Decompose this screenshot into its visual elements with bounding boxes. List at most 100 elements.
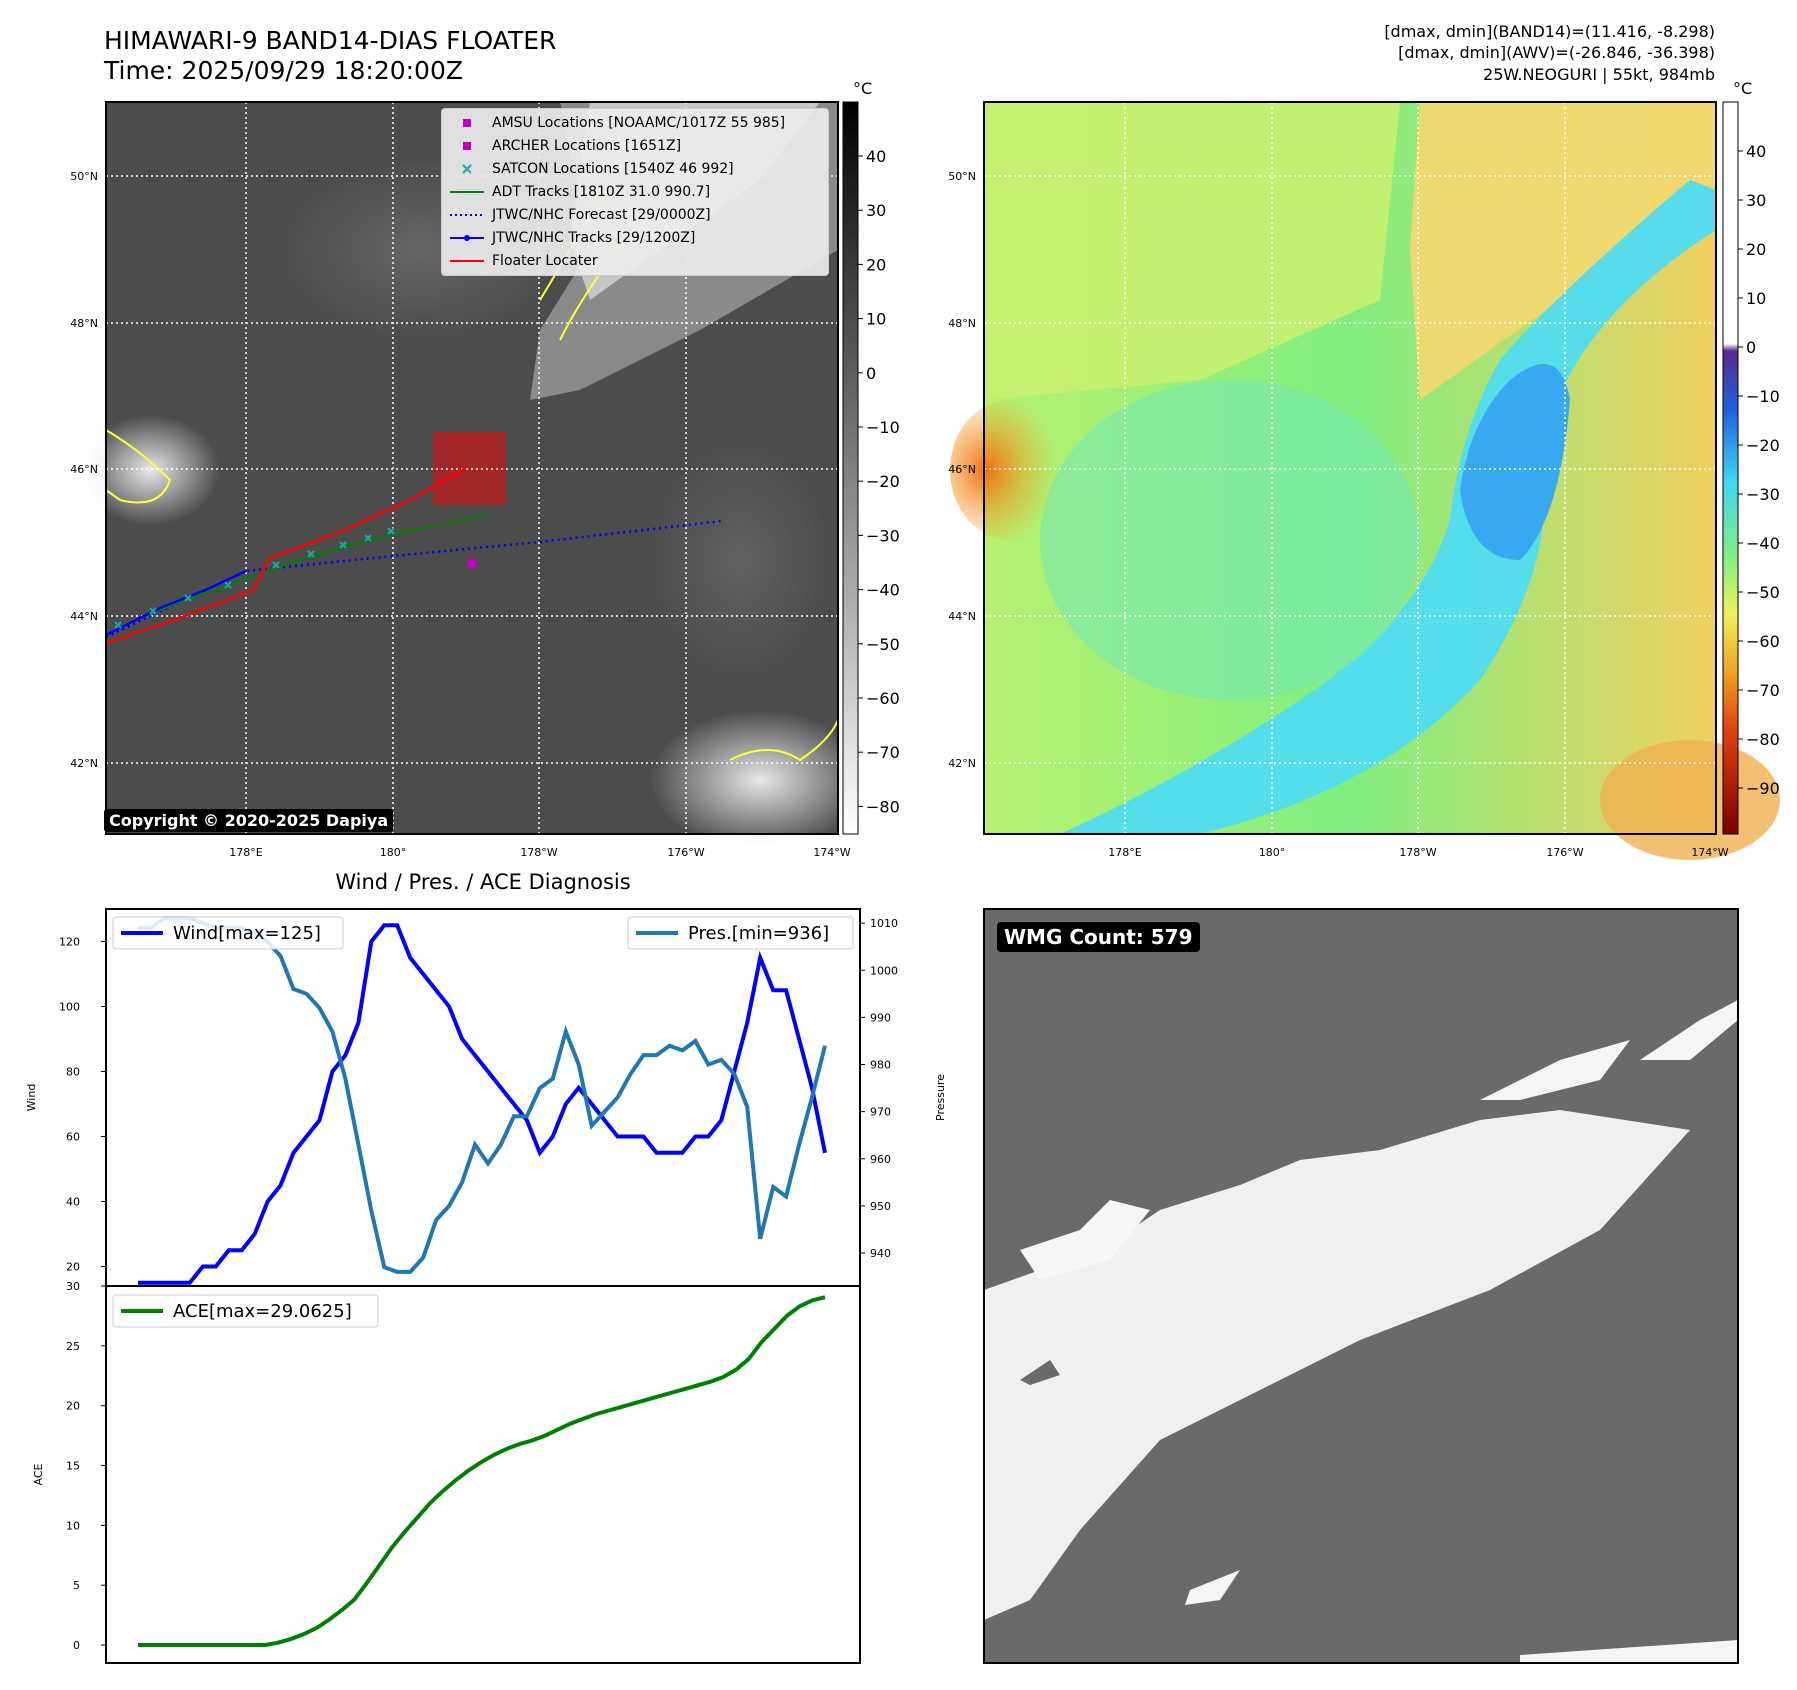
ace-axis-tick: 30: [66, 1280, 80, 1293]
ir-lat-label: 42°N: [70, 757, 98, 770]
legend-entry: AMSU Locations [NOAAMC/1017Z 55 985]: [448, 111, 822, 134]
wv-colorbar-tick: 40: [1746, 142, 1766, 161]
ir-lon-label: 174°W: [813, 846, 850, 859]
wv-colorbar-tick: −70: [1746, 681, 1780, 700]
wmg-panel: [983, 908, 1739, 1664]
pressure-axis-tick: 990: [870, 1011, 891, 1024]
ace-axis-tick: 20: [66, 1400, 80, 1413]
amsu-marker: [468, 559, 477, 568]
wind-axis-tick: 60: [66, 1131, 80, 1144]
ir-colorbar-tick: −30: [866, 526, 900, 545]
wv-gridlines: [984, 102, 1716, 834]
legend-entry: JTWC/NHC Tracks [29/1200Z]: [448, 226, 822, 249]
wind-axis-tick: 40: [66, 1196, 80, 1209]
ace-axis-label: ACE: [32, 1463, 45, 1485]
ir-lat-label: 50°N: [70, 170, 98, 183]
wind-axis-tick: 100: [59, 1001, 80, 1014]
legend-swatch: [450, 190, 484, 193]
ace-axis-tick: 25: [66, 1340, 80, 1353]
ir-colorbar-tick: −70: [866, 743, 900, 762]
ir-colorbar-tick: 30: [866, 201, 886, 220]
wv-colorbar-tick: −30: [1746, 485, 1780, 504]
ir-lon-label: 176°W: [667, 846, 704, 859]
legend-label: Floater Locater: [492, 252, 598, 269]
copyright-label: Copyright © 2020-2025 Dapiya: [104, 809, 394, 832]
wind-axis-label: Wind: [25, 1084, 38, 1112]
wv-colorbar-tick: −40: [1746, 534, 1780, 553]
wv-colorbar-tick: −80: [1746, 730, 1780, 749]
ir-colorbar-tick: −10: [866, 418, 900, 437]
ir-lon-label: 180°: [380, 846, 407, 859]
series-pressure-line: [138, 916, 827, 1274]
wv-imagery: [950, 102, 1780, 860]
wv-colorbar-tick: 10: [1746, 289, 1766, 308]
chart-title: Wind / Pres. / ACE Diagnosis: [335, 870, 630, 894]
wv-colorbar-tick: −50: [1746, 583, 1780, 602]
wv-colorbar-tick: 30: [1746, 191, 1766, 210]
ace-axis-tick: 15: [66, 1460, 80, 1473]
ir-colorbar-tick: 20: [866, 255, 886, 274]
legend-swatch: [450, 259, 484, 262]
ace-axis-tick: 10: [66, 1519, 80, 1532]
legend-entry: Floater Locater: [448, 249, 822, 272]
info-band14: [dmax, dmin](BAND14)=(11.416, -8.298): [1384, 22, 1715, 41]
ace-legend-label: ACE[max=29.0625]: [173, 1301, 352, 1322]
pressure-axis-tick: 960: [870, 1153, 891, 1166]
legend-label: JTWC/NHC Forecast [29/0000Z]: [492, 206, 711, 223]
ir-colorbar: [842, 101, 859, 835]
legend-entry: SATCON Locations [1540Z 46 992]: [448, 157, 822, 180]
wind-axis-tick: 20: [66, 1261, 80, 1274]
info-awv: [dmax, dmin](AWV)=(-26.846, -36.398): [1398, 43, 1715, 62]
wv-lon-label: 174°W: [1691, 846, 1728, 859]
legend-label: SATCON Locations [1540Z 46 992]: [492, 160, 734, 177]
pressure-axis-tick: 1010: [870, 917, 898, 930]
floater-locater-track: [105, 466, 467, 645]
wv-lat-label: 42°N: [948, 757, 976, 770]
ir-lat-label: 44°N: [70, 610, 98, 623]
storm-tracks: [105, 466, 723, 645]
wv-colorbar-tick: −60: [1746, 632, 1780, 651]
ir-colorbar-tick: −50: [866, 635, 900, 654]
ir-lon-label: 178°W: [520, 846, 557, 859]
legend-swatch: [462, 163, 472, 174]
wv-colorbar-tick: 20: [1746, 240, 1766, 259]
pressure-legend-label: Pres.[min=936]: [688, 923, 829, 944]
ace-axis-tick: 5: [73, 1579, 80, 1592]
wmg-count-label: WMG Count: 579: [997, 922, 1200, 952]
satcon-markers: [114, 527, 395, 629]
wv-lat-label: 50°N: [948, 170, 976, 183]
wind-legend-label: Wind[max=125]: [173, 923, 321, 944]
pressure-axis-tick: 980: [870, 1059, 891, 1072]
pressure-axis-tick: 950: [870, 1200, 891, 1213]
ir-legend: AMSU Locations [NOAAMC/1017Z 55 985] ARCH…: [441, 108, 829, 276]
legend-swatch: [450, 213, 484, 216]
pressure-axis-label: Pressure: [934, 1074, 947, 1121]
jtwc-track: [105, 569, 247, 637]
wind-axis-tick: 120: [59, 936, 80, 949]
ir-lon-label: 178°E: [229, 846, 262, 859]
wv-colorbar-unit: °C: [1733, 79, 1752, 98]
wv-colorbar-tick: 0: [1746, 338, 1756, 357]
pressure-axis-tick: 970: [870, 1106, 891, 1119]
page-title: HIMAWARI-9 BAND14-DIAS FLOATER: [104, 26, 557, 55]
ir-colorbar-tick: −60: [866, 689, 900, 708]
legend-entry: ADT Tracks [1810Z 31.0 990.7]: [448, 180, 822, 203]
wv-lat-label: 48°N: [948, 317, 976, 330]
legend-label: AMSU Locations [NOAAMC/1017Z 55 985]: [492, 114, 786, 131]
adt-track: [119, 514, 489, 628]
ir-colorbar-tick: −20: [866, 472, 900, 491]
wv-lon-label: 180°: [1259, 846, 1286, 859]
legend-entry: ARCHER Locations [1651Z]: [448, 134, 822, 157]
ir-colorbar-tick: 0: [866, 364, 876, 383]
legend-swatch: [450, 234, 484, 241]
ir-colorbar-tick: −40: [866, 581, 900, 600]
legend-swatch: [463, 118, 471, 127]
wv-colorbar: [1722, 101, 1739, 835]
wv-lat-label: 46°N: [948, 463, 976, 476]
legend-label: ADT Tracks [1810Z 31.0 990.7]: [492, 183, 711, 200]
wv-lon-label: 178°W: [1399, 846, 1436, 859]
legend-entry: JTWC/NHC Forecast [29/0000Z]: [448, 203, 822, 226]
wv-lat-label: 44°N: [948, 610, 976, 623]
legend-label: ARCHER Locations [1651Z]: [492, 137, 682, 154]
